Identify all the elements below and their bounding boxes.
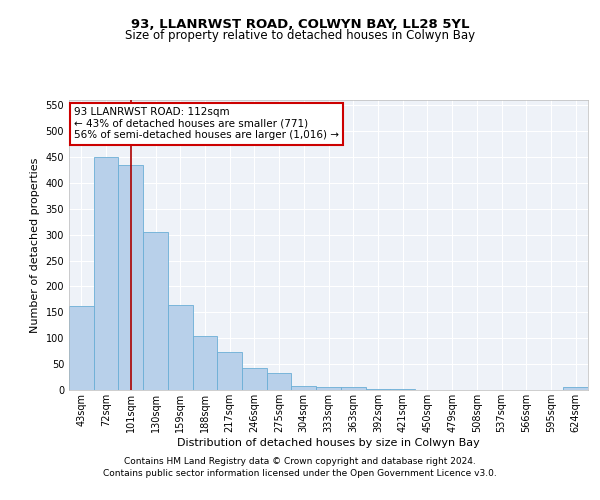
X-axis label: Distribution of detached houses by size in Colwyn Bay: Distribution of detached houses by size … <box>177 438 480 448</box>
Text: 93 LLANRWST ROAD: 112sqm
← 43% of detached houses are smaller (771)
56% of semi-: 93 LLANRWST ROAD: 112sqm ← 43% of detach… <box>74 108 339 140</box>
Y-axis label: Number of detached properties: Number of detached properties <box>30 158 40 332</box>
Bar <box>267 373 292 390</box>
Bar <box>292 386 316 390</box>
Bar <box>242 368 267 390</box>
Bar <box>143 232 168 390</box>
Bar <box>94 157 118 390</box>
Text: Contains public sector information licensed under the Open Government Licence v3: Contains public sector information licen… <box>103 468 497 477</box>
Bar <box>563 388 588 390</box>
Bar <box>69 306 94 390</box>
Bar <box>316 387 341 390</box>
Text: Size of property relative to detached houses in Colwyn Bay: Size of property relative to detached ho… <box>125 29 475 42</box>
Text: 93, LLANRWST ROAD, COLWYN BAY, LL28 5YL: 93, LLANRWST ROAD, COLWYN BAY, LL28 5YL <box>131 18 469 30</box>
Bar <box>193 336 217 390</box>
Bar <box>168 304 193 390</box>
Text: Contains HM Land Registry data © Crown copyright and database right 2024.: Contains HM Land Registry data © Crown c… <box>124 458 476 466</box>
Bar <box>341 387 365 390</box>
Bar <box>217 352 242 390</box>
Bar <box>118 164 143 390</box>
